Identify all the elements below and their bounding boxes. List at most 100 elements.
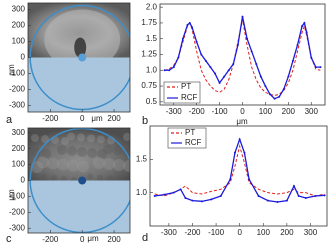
x-tick-label: -200 <box>184 228 201 237</box>
texture <box>57 158 69 171</box>
y-tick-label: -300 <box>9 101 26 110</box>
texture <box>77 160 89 173</box>
texture <box>103 144 113 155</box>
series-marker <box>238 138 241 141</box>
micrograph <box>28 128 130 181</box>
series-marker <box>273 97 276 100</box>
panel-letter: b <box>142 115 148 127</box>
texture <box>87 134 95 143</box>
x-tick-label: 200 <box>282 107 296 116</box>
y-axis-label: μm <box>7 64 16 76</box>
series-marker <box>181 37 184 40</box>
texture <box>37 156 49 169</box>
x-tick-label: -100 <box>208 228 225 237</box>
series-marker <box>276 201 279 203</box>
legend-label: RCF <box>185 138 202 147</box>
y-tick-label: 200 <box>12 144 26 153</box>
y-tick-label: 0 <box>21 53 26 62</box>
series-marker <box>218 81 221 84</box>
x-tick-label: -200 <box>42 114 59 123</box>
series-marker <box>163 193 166 196</box>
texture <box>51 175 57 181</box>
texture <box>113 159 125 171</box>
panel-letter: a <box>6 114 13 126</box>
series-marker <box>278 95 281 98</box>
series-marker <box>236 44 239 47</box>
series-marker <box>243 151 246 154</box>
y-tick-label: -200 <box>9 207 26 216</box>
series-marker <box>241 15 244 18</box>
x-tick-label: 300 <box>305 107 319 116</box>
y-tick-label: 300 <box>12 5 26 14</box>
series-marker <box>301 25 304 28</box>
y-tick-label: -200 <box>9 85 26 94</box>
series-marker <box>291 59 294 62</box>
series-marker <box>232 62 235 65</box>
series-marker <box>303 21 306 24</box>
image <box>28 128 130 233</box>
x-tick-label: 200 <box>107 114 121 123</box>
overlay <box>28 180 130 233</box>
y-tick-label: 1.0 <box>136 188 148 197</box>
legend-label: PT <box>185 128 195 137</box>
series-line <box>154 144 325 197</box>
x-tick-label: 300 <box>304 228 318 237</box>
x-tick-label: 100 <box>259 107 273 116</box>
y-tick-label: 100 <box>12 160 26 169</box>
series-marker <box>250 50 253 53</box>
series-marker <box>210 198 213 201</box>
series-marker <box>304 197 307 199</box>
x-tick-label: -200 <box>189 107 206 116</box>
y-tick-label: 0.5 <box>146 97 158 106</box>
series-marker <box>163 69 166 72</box>
texture <box>103 158 115 170</box>
texture <box>31 173 37 179</box>
x-tick-label: 0 <box>237 228 242 237</box>
y-tick-label: 100 <box>12 37 26 46</box>
x-tick-label: 0 <box>80 235 85 244</box>
series-marker <box>314 66 317 69</box>
texture <box>97 174 103 181</box>
y-tick-label: 1.5 <box>146 34 158 43</box>
series-marker <box>214 72 216 75</box>
texture <box>41 135 49 143</box>
series-marker <box>287 75 290 78</box>
texture <box>31 134 39 142</box>
series-marker <box>219 195 222 197</box>
series-marker <box>191 26 194 29</box>
series-marker <box>184 197 187 199</box>
panel: 300 200 100 0 -100 -200 -300 -200 0 200 μm μm c <box>6 127 131 245</box>
overlay <box>28 57 130 112</box>
series-marker <box>285 199 288 202</box>
x-tick-label: 0 <box>80 114 85 123</box>
x-tick-label: 100 <box>257 228 271 237</box>
series-marker <box>282 88 285 91</box>
y-tick-label: 300 <box>12 128 26 137</box>
y-tick-label: -300 <box>9 223 26 232</box>
series-marker <box>200 200 203 203</box>
series-marker <box>153 195 156 197</box>
x-tick-label: -300 <box>166 107 183 116</box>
y-axis-label: μm <box>7 189 16 201</box>
series-marker <box>172 66 175 69</box>
texture <box>77 147 87 157</box>
series-marker <box>186 23 189 26</box>
texture <box>123 160 130 172</box>
texture <box>77 133 85 142</box>
series-marker <box>229 178 232 181</box>
center-dot <box>78 53 87 62</box>
x-tick-label: 200 <box>107 235 121 244</box>
series-marker <box>267 199 269 202</box>
x-axis-label: μm <box>91 114 103 123</box>
texture <box>123 133 130 141</box>
series-marker <box>305 31 308 34</box>
texture <box>97 149 107 159</box>
texture <box>97 135 105 144</box>
y-tick-label: 1.75 <box>141 18 157 27</box>
series-marker <box>179 188 182 191</box>
series-marker <box>292 185 295 187</box>
x-axis-label: μm <box>236 117 248 126</box>
series-marker <box>297 195 300 197</box>
